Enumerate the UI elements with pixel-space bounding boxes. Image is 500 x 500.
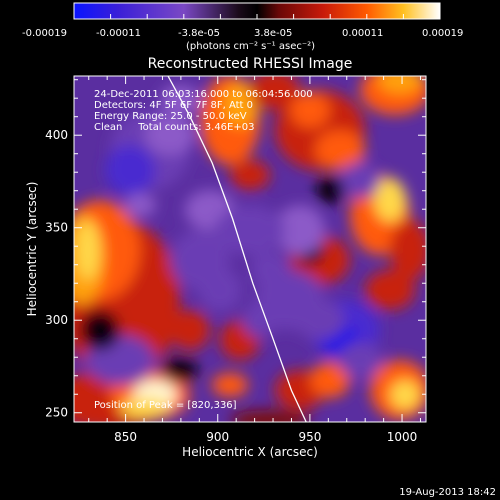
heatmap-blob [105, 145, 155, 195]
heatmap-blob [215, 205, 285, 255]
y-tick-label: 250 [45, 406, 68, 420]
y-tick-label: 400 [45, 128, 68, 142]
chart-title: Reconstructed RHESSI Image [148, 56, 353, 72]
heatmap-blob [275, 205, 325, 255]
heatmap-image [74, 76, 426, 422]
annotation-detectors: Detectors: 4F 5F 6F 7F 8F, Att 0 [94, 100, 253, 111]
heatmap-blob [310, 362, 350, 398]
x-tick-label: 1000 [387, 430, 418, 444]
heatmap-blob [374, 178, 406, 222]
heatmap-blob [170, 310, 210, 350]
heatmap-blob [290, 92, 330, 128]
solar-limb-curve [167, 76, 307, 422]
colorbar-tick-label: 0.00019 [422, 28, 463, 39]
heatmap-blob [295, 300, 345, 340]
heatmap-blob [378, 76, 422, 94]
heatmap-blob [390, 380, 420, 410]
colorbar-tick-label: 3.8e-05 [254, 28, 292, 39]
heatmap-blob [76, 220, 100, 280]
annotation-counts: Clean Total counts: 3.46E+03 [94, 122, 254, 133]
heatmap-blob [230, 410, 310, 422]
axis-ticks [74, 76, 426, 422]
footer-date: 19-Aug-2013 18:42 [399, 487, 496, 498]
heatmap-blob [250, 76, 300, 110]
x-tick-label: 950 [298, 430, 321, 444]
colorbar-tick-label: 0.00011 [342, 28, 383, 39]
heatmap-blob [124, 193, 156, 217]
heatmap-blob [160, 85, 200, 115]
heatmap-blob [120, 398, 170, 418]
plot-frame [73, 75, 427, 423]
peak-position-label: Position of Peak = [820,336] [94, 400, 237, 411]
heatmap-blob [316, 176, 344, 204]
colorbar-tick-label: -0.00011 [96, 28, 141, 39]
heatmap-blob [162, 358, 198, 382]
annotation-energy: Energy Range: 25.0 - 50.0 keV [94, 111, 247, 122]
x-tick-label: 850 [114, 430, 137, 444]
heatmap-blob [198, 268, 242, 312]
heatmap-blob [230, 160, 270, 190]
annotation-time: 24-Dec-2011 06:03:16.000 to 06:04:56.000 [94, 89, 313, 100]
colorbar-units: (photons cm⁻² s⁻¹ asec⁻²) [186, 41, 315, 52]
y-tick-label: 350 [45, 221, 68, 235]
colorbar: -0.00019 -0.00011 -3.8e-05 3.8e-05 0.000… [22, 2, 463, 52]
heatmap-blob [338, 342, 382, 378]
heatmap-blob [222, 83, 258, 127]
x-tick-label: 900 [206, 430, 229, 444]
y-axis-label: Heliocentric Y (arcsec) [25, 182, 39, 317]
heatmap-blob [212, 373, 248, 397]
y-tick-label: 300 [45, 313, 68, 327]
heatmap-blob [365, 270, 415, 310]
x-axis-label: Heliocentric X (arcsec) [182, 445, 318, 459]
heatmap-blob [80, 310, 120, 350]
heatmap-blob [315, 130, 365, 170]
heatmap-blob [390, 220, 426, 280]
heatmap-blob [340, 162, 380, 198]
heatmap-blob [145, 115, 195, 155]
colorbar-tick-label: -0.00019 [22, 28, 67, 39]
heatmap-blob [250, 252, 290, 288]
colorbar-tick-label: -3.8e-05 [178, 28, 220, 39]
